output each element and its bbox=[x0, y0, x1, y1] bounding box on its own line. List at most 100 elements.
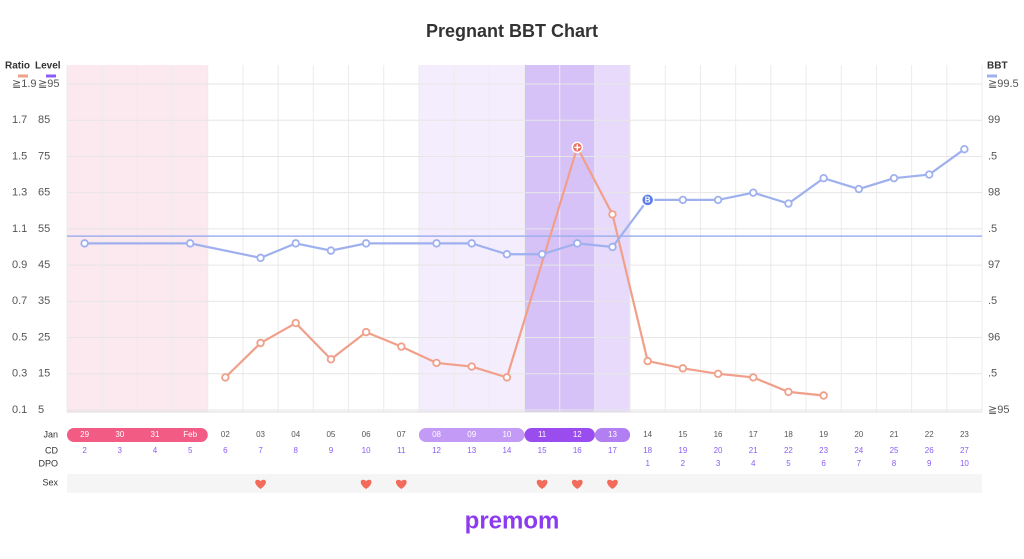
dpo-label: 2 bbox=[681, 459, 686, 468]
y2-tick-label: 15 bbox=[38, 368, 50, 380]
date-pill bbox=[418, 428, 525, 442]
data-point bbox=[537, 250, 547, 259]
chart-title: Pregnant BBT Chart bbox=[426, 21, 598, 41]
date-label: 12 bbox=[573, 430, 582, 439]
y-tick-label: 0.9 bbox=[12, 259, 27, 271]
date-label: Feb bbox=[183, 430, 197, 439]
date-label: 31 bbox=[151, 430, 160, 439]
y2-tick-label: ≧95 bbox=[38, 78, 59, 90]
sex-heart bbox=[395, 479, 407, 489]
data-point bbox=[749, 188, 758, 197]
data-point bbox=[925, 170, 934, 179]
marker bbox=[640, 193, 655, 207]
data-point bbox=[185, 239, 195, 248]
cd-label: 6 bbox=[223, 446, 228, 455]
data-point bbox=[608, 242, 617, 252]
date-label: 23 bbox=[960, 430, 969, 439]
cd-label: 12 bbox=[432, 446, 441, 455]
data-point bbox=[80, 239, 89, 248]
data-point bbox=[502, 250, 512, 259]
y3-tick-label: 96 bbox=[988, 331, 1000, 343]
data-point bbox=[889, 173, 899, 183]
y3-tick-label: .5 bbox=[988, 295, 997, 307]
cd-label: 22 bbox=[784, 446, 793, 455]
cd-label: 16 bbox=[573, 446, 582, 455]
dpo-label: 3 bbox=[716, 459, 721, 468]
cd-label: 24 bbox=[854, 446, 863, 455]
date-label: 21 bbox=[890, 430, 899, 439]
y2-tick-label: 25 bbox=[38, 331, 50, 343]
date-label: 18 bbox=[784, 430, 793, 439]
row-label: CD bbox=[45, 445, 58, 455]
sex-heart bbox=[607, 479, 618, 489]
data-point bbox=[854, 184, 864, 194]
y-tick-label: 1.5 bbox=[12, 150, 27, 162]
data-point bbox=[643, 356, 652, 366]
data-point bbox=[502, 373, 512, 382]
y-tick-label: ≧1.9 bbox=[12, 78, 37, 90]
dpo-label: 8 bbox=[892, 459, 897, 468]
date-label: 16 bbox=[714, 430, 723, 439]
dpo-label: 1 bbox=[645, 459, 650, 468]
data-point bbox=[256, 253, 265, 263]
date-label: 17 bbox=[749, 430, 758, 439]
date-label: 09 bbox=[467, 430, 476, 439]
y-tick-label: 0.5 bbox=[12, 331, 27, 343]
row-label: Sex bbox=[42, 477, 58, 487]
y-tick-label: 0.3 bbox=[12, 368, 27, 380]
y-tick-label: 1.1 bbox=[12, 223, 27, 235]
cd-label: 15 bbox=[538, 446, 547, 455]
cd-label: 3 bbox=[118, 446, 123, 455]
y2-tick-label: 55 bbox=[38, 223, 50, 235]
date-pill bbox=[524, 428, 595, 442]
series-line bbox=[84, 148, 966, 260]
data-point bbox=[256, 338, 265, 348]
date-label: 11 bbox=[538, 430, 547, 439]
data-point bbox=[819, 173, 828, 183]
phase-band bbox=[418, 65, 525, 412]
y2-tick-label: 45 bbox=[38, 259, 50, 271]
date-label: 13 bbox=[608, 430, 617, 439]
sex-heart bbox=[255, 479, 266, 489]
data-point bbox=[432, 239, 441, 248]
date-label: 20 bbox=[854, 430, 863, 439]
date-label: 04 bbox=[291, 430, 300, 439]
data-point bbox=[397, 342, 406, 351]
cd-label: 18 bbox=[643, 446, 652, 455]
data-point bbox=[678, 195, 688, 205]
y3-tick-label: .5 bbox=[988, 223, 997, 235]
phase-band bbox=[594, 65, 631, 412]
y2-tick-label: 65 bbox=[38, 187, 50, 199]
date-label: 07 bbox=[397, 430, 406, 439]
sex-heart bbox=[571, 479, 583, 489]
y2-tick-label: 35 bbox=[38, 295, 50, 307]
data-point bbox=[432, 358, 441, 368]
data-point bbox=[819, 391, 828, 400]
sex-heart bbox=[360, 479, 372, 489]
y3-tick-label: 97 bbox=[988, 259, 1000, 271]
date-label: 05 bbox=[326, 430, 335, 439]
y-tick-label: 0.7 bbox=[12, 295, 27, 307]
data-point bbox=[713, 369, 723, 378]
y3-tick-label: .5 bbox=[988, 150, 997, 162]
date-label: 10 bbox=[502, 430, 511, 439]
data-point bbox=[291, 239, 300, 248]
data-point bbox=[960, 144, 969, 154]
data-point bbox=[361, 239, 371, 248]
sex-row bbox=[67, 474, 982, 493]
date-pill bbox=[594, 428, 631, 442]
data-point bbox=[467, 239, 476, 248]
cd-label: 27 bbox=[960, 446, 969, 455]
dpo-label: 7 bbox=[857, 459, 862, 468]
cd-label: 17 bbox=[608, 446, 617, 455]
y2-tick-label: 5 bbox=[38, 404, 44, 416]
y2-tick-label: 75 bbox=[38, 150, 50, 162]
cd-label: 20 bbox=[714, 446, 723, 455]
cd-label: 11 bbox=[397, 446, 406, 455]
axis-title: Ratio bbox=[5, 61, 30, 72]
cd-label: 23 bbox=[819, 446, 828, 455]
data-point bbox=[784, 199, 793, 208]
cd-label: 25 bbox=[890, 446, 899, 455]
